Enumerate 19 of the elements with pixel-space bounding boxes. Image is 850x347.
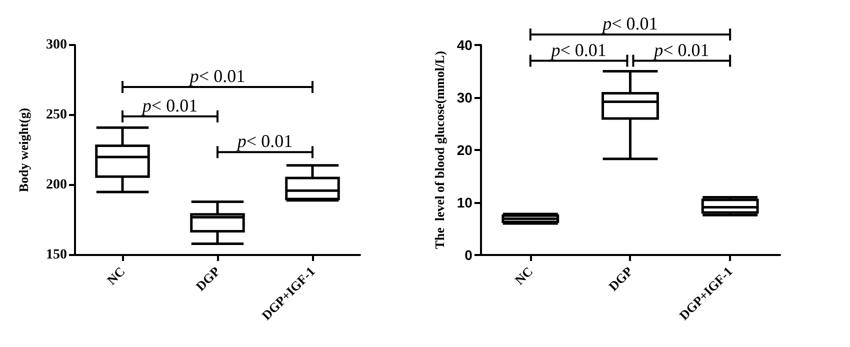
y-tick-label: 20 <box>456 142 473 158</box>
y-tick-label: 40 <box>456 37 473 53</box>
y-axis-title: The level of blood glucose(mmol/L) <box>432 50 447 250</box>
y-tick-label: 10 <box>456 194 473 210</box>
y-tick-label: 250 <box>46 108 67 122</box>
annotation: p< 0.01 <box>652 40 710 60</box>
y-axis-title: Body weight(g) <box>16 108 31 192</box>
annotation: p< 0.01 <box>549 40 606 60</box>
y-tick-label: 30 <box>456 90 473 106</box>
annotation: p< 0.01 <box>140 95 198 116</box>
y-tick-label: 300 <box>46 38 67 52</box>
x-tick-label: NC <box>512 264 536 288</box>
y-tick-label: 150 <box>46 248 67 262</box>
text: p< 0.01 <box>600 14 658 34</box>
y-tick-label: 200 <box>46 178 67 192</box>
annotation: p< 0.01 <box>235 131 293 152</box>
y-tick-label: 0 <box>464 247 473 263</box>
x-tick-label: NC <box>104 264 128 288</box>
annotation: p< 0.01 <box>188 66 246 86</box>
